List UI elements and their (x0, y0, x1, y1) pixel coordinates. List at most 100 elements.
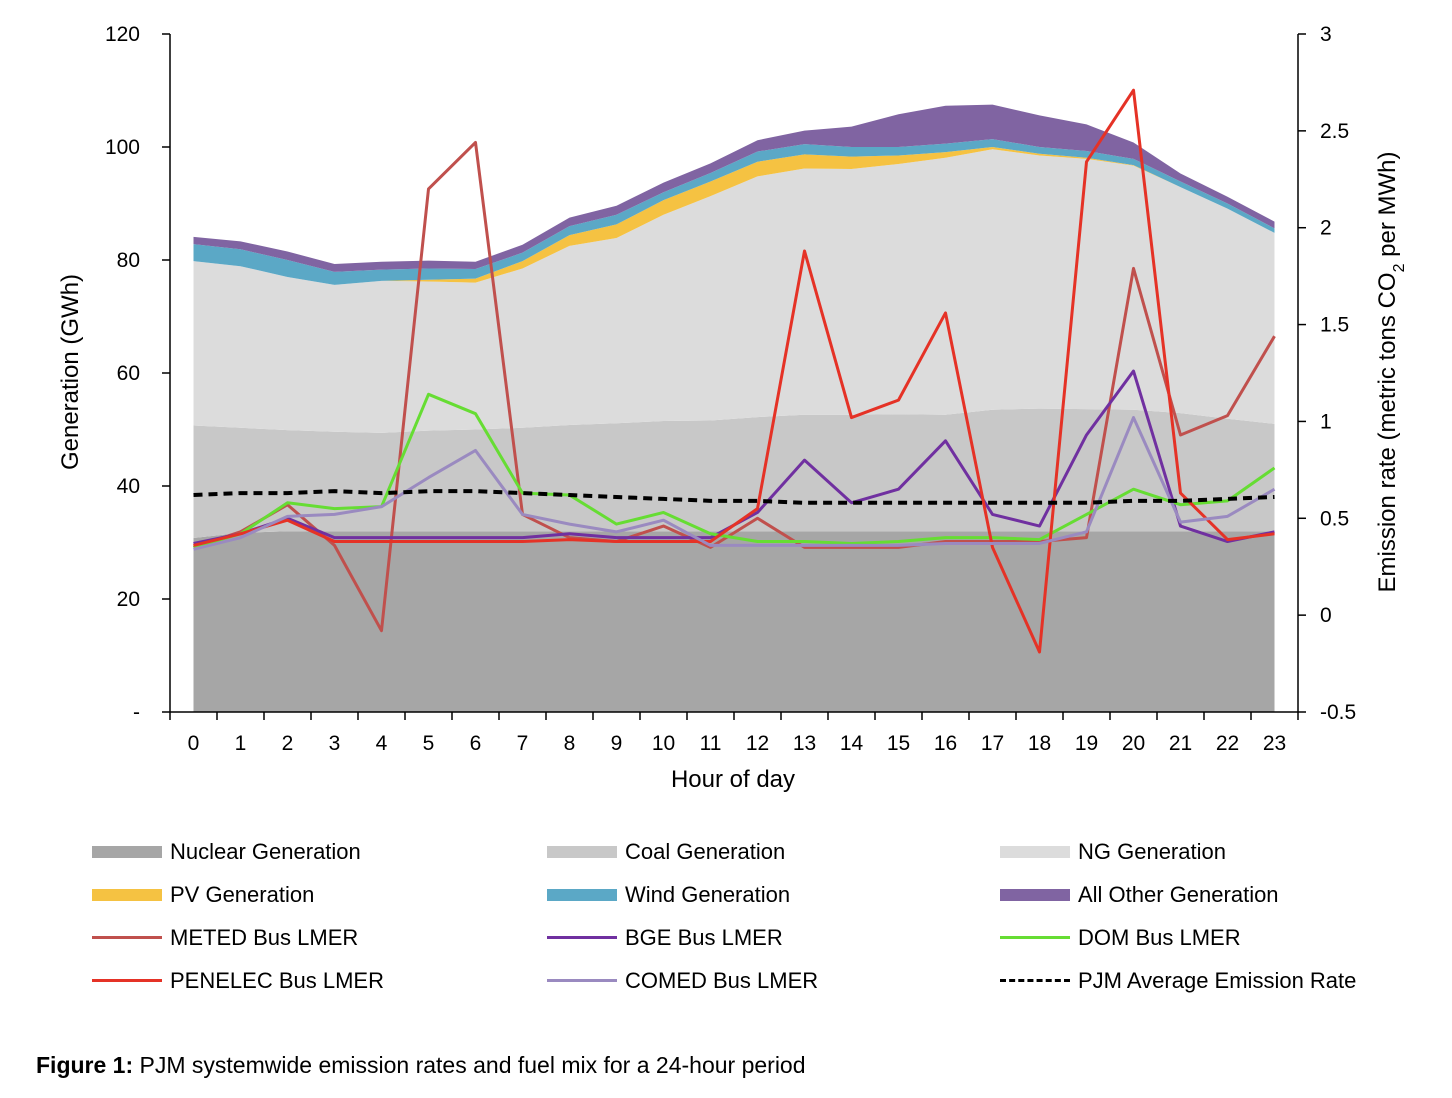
area-nuclear-generation (193, 531, 1275, 712)
legend-label-penelec: PENELEC Bus LMER (170, 967, 384, 993)
x-tick-label: 12 (746, 732, 769, 755)
y2-tick-label: 1 (1320, 410, 1332, 433)
x-tick-label: 11 (700, 732, 722, 755)
x-tick-label: 22 (1216, 732, 1239, 755)
legend-swatch-wind (547, 888, 617, 901)
y2-title-sub: 2 (1391, 263, 1408, 272)
x-tick-label: 1 (235, 732, 247, 755)
legend-swatch-penelec (92, 979, 162, 982)
y2-tick-label: 2 (1320, 217, 1332, 240)
figure-caption: Figure 1: PJM systemwide emission rates … (36, 1052, 806, 1079)
legend-item-pv: PV Generation (92, 882, 547, 908)
legend-item-wind: Wind Generation (547, 882, 1000, 908)
area-pv-generation (193, 147, 1275, 285)
x-tick-label: 7 (517, 732, 529, 755)
x-tick-label: 10 (652, 732, 675, 755)
legend-label-nuclear: Nuclear Generation (170, 838, 361, 864)
area-ng-generation (193, 149, 1275, 433)
legend-swatch-comed (547, 979, 617, 982)
x-tick-label: 20 (1122, 732, 1145, 755)
legend-item-penelec: PENELEC Bus LMER (92, 968, 547, 994)
legend-label-bge: BGE Bus LMER (625, 924, 783, 950)
area-wind-generation (193, 139, 1275, 285)
y2-tick-label: 2.5 (1320, 120, 1349, 143)
legend-label-dom: DOM Bus LMER (1078, 924, 1241, 950)
legend-swatch-bge (547, 936, 617, 939)
y-tick-label: 60 (117, 362, 140, 385)
x-tick-label: 21 (1169, 732, 1192, 755)
x-tick-label: 17 (981, 732, 1004, 755)
x-tick-label: 5 (423, 732, 435, 755)
legend-label-pjm-average: PJM Average Emission Rate (1078, 967, 1357, 993)
y-tick-label: 100 (105, 136, 140, 159)
x-tick-label: 2 (282, 732, 294, 755)
y-tick-label: - (133, 701, 140, 724)
legend-label-pv: PV Generation (170, 881, 315, 907)
legend-label-ng: NG Generation (1078, 838, 1226, 864)
legend-label-meted: METED Bus LMER (170, 924, 359, 950)
x-tick-label: 16 (934, 732, 957, 755)
legend-label-coal: Coal Generation (625, 838, 786, 864)
legend-swatch-other (1000, 888, 1070, 901)
caption-label: Figure 1: (36, 1052, 134, 1078)
x-tick-label: 4 (376, 732, 388, 755)
legend-swatch-dom (1000, 936, 1070, 939)
legend-item-nuclear: Nuclear Generation (92, 839, 547, 865)
y2-tick-label: 0.5 (1320, 507, 1349, 530)
y-tick-label: 20 (117, 588, 140, 611)
legend-swatch-pv (92, 888, 162, 901)
y2-axis-title: Emission rate (metric tons CO2 per MWh) (1374, 152, 1408, 593)
legend-swatch-nuclear (92, 845, 162, 858)
y-axis-title: Generation (GWh) (57, 274, 84, 470)
legend-swatch-meted (92, 936, 162, 939)
legend-row: Nuclear Generation Coal Generation NG Ge… (92, 830, 1432, 873)
legend-swatch-ng (1000, 845, 1070, 858)
legend-item-comed: COMED Bus LMER (547, 968, 1000, 994)
y2-title-prefix: Emission rate (metric tons CO (1374, 272, 1401, 592)
legend-item-other: All Other Generation (1000, 882, 1432, 908)
y-tick-label: 120 (105, 23, 140, 46)
legend-label-comed: COMED Bus LMER (625, 967, 819, 993)
legend-item-ng: NG Generation (1000, 839, 1432, 865)
line-penelec-bus-lmer (193, 88, 1275, 654)
line-comed-bus-lmer (193, 416, 1276, 551)
legend-swatch-pjm-average (1000, 979, 1070, 982)
x-tick-label: 23 (1263, 732, 1286, 755)
x-tick-label: 8 (564, 732, 576, 755)
axes (162, 33, 1306, 720)
x-tick-label: 6 (470, 732, 482, 755)
x-tick-label: 13 (793, 732, 816, 755)
area-coal-generation (193, 408, 1275, 538)
emission-rate-lines (193, 88, 1276, 654)
legend-label-other: All Other Generation (1078, 881, 1279, 907)
x-tick-label: 18 (1028, 732, 1051, 755)
x-tick-label: 3 (329, 732, 341, 755)
legend: Nuclear Generation Coal Generation NG Ge… (92, 830, 1432, 1002)
y2-tick-label: 3 (1320, 23, 1332, 46)
legend-item-meted: METED Bus LMER (92, 925, 547, 951)
x-tick-label: 19 (1075, 732, 1098, 755)
legend-swatch-coal (547, 845, 617, 858)
legend-item-dom: DOM Bus LMER (1000, 925, 1432, 951)
x-axis-title: Hour of day (671, 766, 795, 793)
y-tick-label: 80 (117, 249, 140, 272)
legend-row: METED Bus LMER BGE Bus LMER DOM Bus LMER (92, 916, 1432, 959)
legend-row: PENELEC Bus LMER COMED Bus LMER PJM Aver… (92, 959, 1432, 1002)
legend-row: PV Generation Wind Generation All Other … (92, 873, 1432, 916)
x-tick-label: 9 (611, 732, 623, 755)
y2-title-suffix: per MWh) (1374, 152, 1401, 264)
x-tick-label: 0 (188, 732, 200, 755)
x-tick-label: 15 (887, 732, 910, 755)
caption-text: PJM systemwide emission rates and fuel m… (133, 1052, 806, 1078)
legend-item-coal: Coal Generation (547, 839, 1000, 865)
legend-label-wind: Wind Generation (625, 881, 791, 907)
x-tick-label: 14 (840, 732, 864, 755)
legend-item-pjm-average: PJM Average Emission Rate (1000, 968, 1432, 994)
y2-tick-label: 1.5 (1320, 314, 1349, 337)
y2-tick-label: 0 (1320, 604, 1332, 627)
y-tick-label: 40 (117, 475, 140, 498)
line-pjm-average-emission-rate (193, 489, 1275, 505)
legend-item-bge: BGE Bus LMER (547, 925, 1000, 951)
